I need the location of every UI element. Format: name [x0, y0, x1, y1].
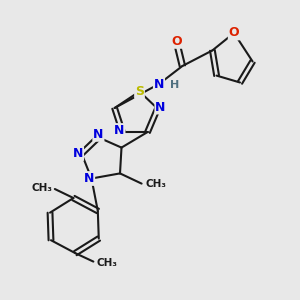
- Text: CH₃: CH₃: [96, 258, 117, 268]
- Text: N: N: [154, 77, 164, 91]
- Text: N: N: [114, 124, 124, 137]
- Text: N: N: [93, 128, 103, 141]
- Text: O: O: [229, 26, 239, 40]
- Text: N: N: [155, 100, 166, 114]
- Text: O: O: [171, 35, 182, 48]
- Text: S: S: [135, 85, 144, 98]
- Text: H: H: [170, 80, 179, 91]
- Text: N: N: [73, 147, 83, 160]
- Text: N: N: [84, 172, 94, 185]
- Text: CH₃: CH₃: [145, 178, 166, 189]
- Text: CH₃: CH₃: [32, 182, 52, 193]
